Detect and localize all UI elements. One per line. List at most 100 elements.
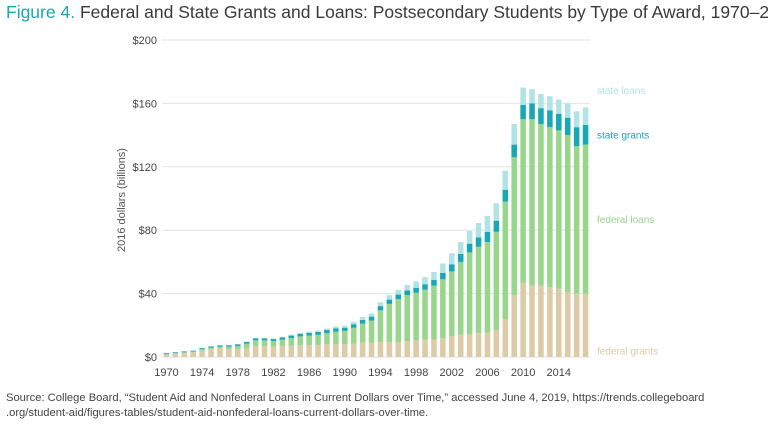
bar-state-grants-2015: [564, 117, 571, 136]
bar-federal-loans-1970: [163, 353, 170, 355]
bar-federal-loans-1976: [217, 346, 223, 349]
bar-federal-loans-2011: [529, 119, 535, 286]
bar-state-loans-1995: [386, 295, 393, 300]
bar-state-grants-1987: [315, 331, 321, 335]
x-tick-label: 1998: [404, 367, 428, 379]
bar-federal-loans-2001: [440, 279, 446, 338]
bar-state-loans-2009: [511, 124, 517, 145]
bar-federal-loans-1974: [199, 349, 205, 351]
bar-state-loans-2013: [547, 96, 553, 111]
bar-federal-grants-2001: [440, 337, 446, 357]
bar-state-loans-2016: [573, 111, 580, 128]
bar-federal-loans-1997: [404, 295, 410, 342]
bar-federal-loans-1977: [226, 346, 232, 350]
x-tick-label: 2010: [511, 367, 535, 379]
bar-state-grants-1999: [422, 284, 428, 290]
bar-federal-loans-1992: [359, 323, 366, 343]
bar-federal-loans-1995: [386, 303, 393, 342]
bar-state-loans-2005: [475, 223, 482, 238]
bar-state-grants-1994: [377, 306, 384, 311]
bar-state-loans-1991: [350, 321, 357, 325]
bar-state-loans-2003: [457, 242, 464, 254]
y-tick-label: $0: [145, 352, 157, 364]
bar-federal-loans-2013: [547, 127, 553, 288]
bar-state-grants-1982: [270, 339, 277, 342]
bar-federal-grants-1990: [342, 344, 348, 357]
series-label-state-grants: state grants: [597, 131, 649, 142]
bar-federal-loans-1978: [235, 345, 241, 350]
bar-state-grants-2013: [547, 110, 553, 128]
bar-state-loans-1993: [368, 313, 375, 317]
bar-state-loans-2001: [440, 263, 446, 273]
bar-state-grants-2001: [440, 273, 446, 280]
y-tick-label: $200: [133, 35, 157, 47]
bar-state-grants-1985: [297, 334, 303, 337]
bar-federal-loans-2003: [457, 261, 464, 335]
bar-state-grants-2004: [466, 243, 473, 253]
bar-state-grants-2003: [457, 253, 464, 262]
bar-federal-grants-2015: [564, 292, 571, 357]
bar-federal-grants-2011: [529, 285, 535, 357]
bar-federal-grants-1992: [359, 342, 366, 357]
bar-federal-grants-1981: [261, 345, 268, 357]
bar-federal-loans-1990: [342, 330, 348, 345]
bar-federal-grants-1989: [333, 344, 339, 357]
series-label-federal-grants: federal grants: [597, 346, 658, 357]
bar-federal-grants-2008: [502, 318, 509, 357]
bar-state-grants-1993: [368, 316, 375, 321]
bar-federal-loans-1980: [252, 340, 259, 346]
bar-state-loans-1997: [404, 284, 410, 291]
bar-federal-grants-1994: [377, 341, 384, 357]
bar-state-grants-1975: [208, 346, 214, 348]
bar-federal-grants-2005: [475, 333, 482, 357]
bar-federal-loans-1981: [261, 340, 268, 346]
bar-federal-loans-2017: [582, 144, 589, 294]
bar-federal-grants-2002: [449, 336, 455, 357]
bar-federal-grants-1984: [288, 345, 295, 357]
bar-federal-grants-1999: [422, 339, 428, 357]
bar-state-loans-1984: [288, 334, 295, 336]
bar-state-grants-1998: [413, 287, 419, 293]
bar-state-loans-2010: [520, 87, 526, 105]
bar-federal-loans-1975: [208, 347, 214, 350]
source-line-2: .org/student-aid/figures-tables/student-…: [6, 407, 429, 419]
x-tick-label: 1994: [368, 367, 392, 379]
bar-federal-grants-1972: [181, 353, 188, 357]
x-tick-label: 2002: [440, 367, 464, 379]
bar-state-grants-2010: [520, 104, 526, 120]
bar-federal-grants-1973: [190, 352, 196, 357]
bar-federal-loans-1988: [324, 333, 330, 345]
bar-state-grants-2007: [493, 220, 500, 232]
bar-state-loans-1982: [270, 338, 277, 340]
bar-state-grants-2017: [582, 124, 589, 145]
x-tick-label: 1986: [297, 367, 321, 379]
bar-federal-grants-2009: [511, 295, 517, 357]
bar-federal-grants-1997: [404, 341, 410, 357]
bar-state-grants-1978: [235, 344, 241, 346]
bar-federal-loans-2007: [493, 231, 500, 331]
bar-federal-loans-1972: [181, 352, 188, 354]
bar-federal-grants-1982: [270, 346, 277, 357]
bar-federal-grants-1993: [368, 342, 375, 357]
bar-federal-grants-2012: [538, 285, 544, 357]
bar-federal-loans-2004: [466, 252, 473, 335]
x-tick-label: 1970: [154, 367, 178, 379]
bar-federal-grants-1987: [315, 345, 321, 357]
bar-state-loans-1987: [315, 330, 321, 332]
bar-state-grants-1973: [190, 350, 196, 352]
bar-state-loans-2006: [484, 215, 491, 232]
bar-state-loans-2017: [582, 107, 589, 125]
bar-federal-grants-2004: [466, 334, 473, 357]
x-tick-label: 1990: [333, 367, 357, 379]
bar-state-loans-2007: [493, 203, 500, 221]
bar-state-loans-1983: [279, 336, 286, 338]
bar-federal-loans-1985: [297, 336, 303, 346]
bar-federal-grants-1980: [252, 345, 259, 357]
bar-federal-grants-2006: [484, 332, 491, 357]
bar-federal-grants-2016: [573, 293, 580, 357]
bar-state-grants-1991: [350, 324, 357, 328]
stacked-bar-chart: $0 $40 $80 $120 $160 $200 2016 dollars (billi…: [116, 35, 658, 379]
y-tick-label: $80: [139, 225, 157, 237]
y-axis-tick-labels: $0 $40 $80 $120 $160 $200: [133, 35, 157, 364]
bar-federal-loans-1994: [377, 310, 384, 342]
